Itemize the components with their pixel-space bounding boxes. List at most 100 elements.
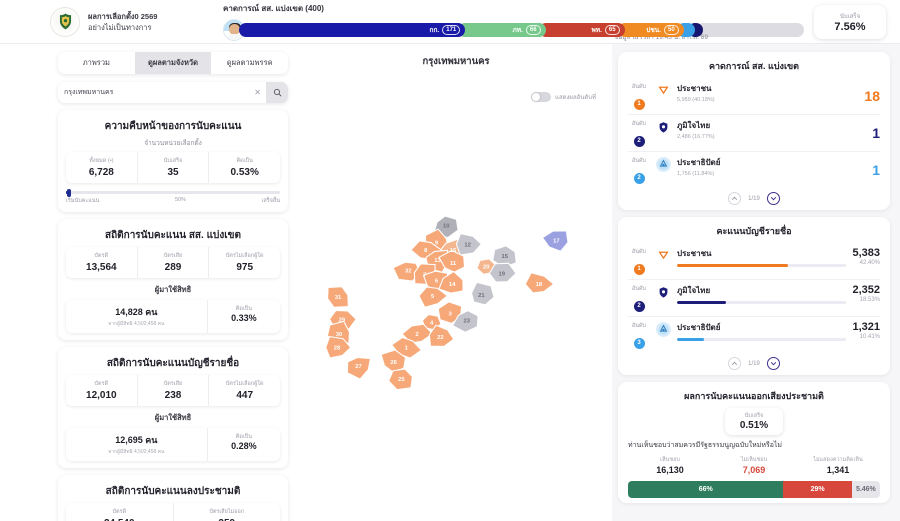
party-row[interactable]: อันดับ 2 ภูมิใจไทย 2,486 (16.77%) 1 — [628, 115, 880, 152]
map-district-19[interactable] — [488, 262, 517, 283]
seat-segment-พท.[interactable]: พท. 65 — [538, 23, 625, 37]
party-score: 5,383 42.40% — [852, 247, 880, 266]
party-info: ประชาชน — [677, 247, 847, 267]
map-district-18[interactable] — [524, 272, 555, 294]
stat-label: บัตรเสีย — [163, 253, 183, 259]
map-district-23[interactable] — [451, 310, 479, 333]
partylist-title: คะแนนบัญชีรายชื่อ — [716, 226, 792, 236]
tab-ภาพรวม[interactable]: ภาพรวม — [82, 58, 110, 67]
seat-segment-กก.[interactable]: กก. 171 — [239, 23, 466, 37]
brand-line-1: ผลการเลือกตั้ง0 2569 — [88, 11, 158, 21]
map-district-28[interactable] — [325, 335, 352, 359]
map-district-5[interactable] — [418, 286, 449, 308]
counting-progress-card: ความคืบหน้าของการนับคะแนน จำนวนหน่วยเลือ… — [58, 110, 288, 212]
statistics-cards: สถิติการนับคะแนน สส. แบ่งเขต บัตรดี 13,564… — [58, 219, 288, 521]
turnout-row: 14,828 คน จากผู้มีสิทธิ 4,502,458 คน คิดเป… — [66, 300, 280, 333]
stat-value: 35 — [167, 167, 179, 178]
stat-cell: ทั้งหมด (•) 6,728 — [66, 152, 138, 183]
turnout-value: 14,828 คน — [115, 307, 158, 317]
party-seats: 1 — [872, 125, 880, 141]
bangkok-district-map[interactable]: 10 9 16 12 17 8 13 11 15 20 19 32 18 7 6 14 31 5 21 29 4 3 23 3… — [300, 100, 612, 515]
map-district-14[interactable] — [438, 270, 464, 294]
right-panel: คาดการณ์ สส. แบ่งเขต อันดับ 1 ประชาชน 5,959… — [612, 44, 900, 521]
tab-ดูผลตามพรรค[interactable]: ดูผลตามพรรค — [226, 58, 273, 67]
bhumjaithai-logo-icon — [656, 120, 671, 135]
party-row[interactable]: อันดับ 1 ประชาชน 5,383 42.40% — [628, 243, 880, 280]
party-row[interactable]: อันดับ 1 ประชาชน 5,959 (40.18%) 18 — [628, 78, 880, 115]
chevron-down-icon[interactable] — [766, 357, 780, 370]
seat-segment-ภท.[interactable]: ภท. 66 — [458, 23, 546, 37]
map-district-25[interactable] — [387, 368, 413, 391]
referendum-cell-value: 1,341 — [826, 465, 850, 475]
stat-value: 359 — [176, 518, 279, 521]
rank-number: 2 — [633, 135, 645, 147]
referendum-cell-label: ไม่แสดงความคิดเห็น — [813, 457, 863, 463]
rank-label: อันดับ — [631, 286, 647, 292]
dashboard-body: ภาพรวม ดูผลตามจังหวัด ดูผลตามพรรค ✕ ความคื… — [0, 44, 900, 521]
people-party-logo-icon — [656, 248, 671, 263]
turnout-pct-value: 0.33% — [231, 313, 257, 323]
bhumjaithai-logo-icon — [656, 285, 671, 300]
seat-distribution-bar[interactable]: กก. 171 ภท. 66 พท. 65 ปชน. 50 — [239, 23, 804, 37]
party-row[interactable]: อันดับ 2 ภูมิใจไทย 2,352 18.53% — [628, 280, 880, 317]
party-score: 2,352 18.53% — [852, 284, 880, 303]
party-row[interactable]: อันดับ 3 ประชาธิปัตย์ 1,321 10.41% — [628, 317, 880, 353]
garuda-seal-icon — [50, 6, 80, 37]
map-toggle-row[interactable]: แสดงผลอันดับที่ — [531, 92, 596, 102]
stat-value: 24,540 — [68, 518, 171, 521]
referendum-card: ผลการนับคะแนนออกเสียงประชามติ นับเสร็จ 0… — [618, 382, 890, 503]
turnout-title: ผู้มาใช้สิทธิ — [154, 285, 192, 294]
referendum-badge-value: 0.51% — [739, 420, 769, 431]
chevron-up-icon[interactable] — [728, 192, 742, 205]
seat-segment-ปชน.[interactable]: ปชน. 50 — [617, 23, 684, 37]
stat-label: บัตรเสียไม่ออก — [209, 509, 245, 515]
party-percent: 10.41% — [859, 334, 880, 340]
partylist-pager[interactable]: 1/19 — [628, 353, 880, 370]
stat-cell: นับเสร็จ 35 — [138, 152, 210, 183]
progress-stat-grid: ทั้งหมด (•) 6,728 นับเสร็จ 35 คิดเป็น 0.53% — [66, 152, 280, 183]
map-district-17[interactable] — [541, 230, 569, 252]
partylist-page-text: 1/19 — [748, 360, 760, 367]
referendum-bar-segment: 66% — [628, 481, 784, 498]
view-tabs[interactable]: ภาพรวม ดูผลตามจังหวัด ดูผลตามพรรค — [58, 52, 288, 74]
party-score: 1,321 10.41% — [852, 321, 880, 340]
brand-line-2: อย่างไม่เป็นทางการ — [88, 22, 152, 32]
party-row[interactable]: อันดับ 2 ประชาธิปัตย์ 1,756 (11.84%) 1 — [628, 152, 880, 188]
search-input[interactable] — [58, 89, 250, 96]
province-search[interactable]: ✕ — [58, 82, 288, 103]
segment-abbr: ภท. — [512, 27, 523, 34]
map-district-3[interactable] — [437, 301, 463, 324]
referendum-cell: ไม่เห็นชอบ 7,069 — [712, 456, 796, 475]
statistics-card: สถิติการนับคะแนน สส. แบ่งเขต บัตรดี 13,564… — [58, 219, 288, 340]
map-district-12[interactable] — [455, 232, 483, 256]
close-icon[interactable]: ✕ — [254, 88, 261, 97]
party-info: ภูมิใจไทย 2,486 (16.77%) — [677, 119, 866, 140]
map-district-27[interactable] — [346, 356, 372, 380]
stat-cell: บัตรเสีย 238 — [138, 375, 210, 406]
toggle-switch-icon[interactable] — [531, 92, 552, 102]
referendum-bar-segment: 29% — [783, 481, 852, 498]
chevron-down-icon[interactable] — [766, 192, 780, 205]
chevron-up-icon[interactable] — [728, 357, 742, 370]
referendum-result-bar: 66% 29% 5.46% — [628, 481, 880, 498]
stat-label: บัตรดี — [112, 509, 127, 515]
rank-label: อันดับ — [631, 84, 647, 90]
party-name: ประชาชน — [677, 84, 712, 93]
search-icon[interactable] — [266, 82, 288, 103]
party-rank: อันดับ 2 — [628, 119, 650, 147]
party-seats: 18 — [864, 88, 880, 104]
map-district-22[interactable] — [428, 324, 455, 347]
stat-cell: บัตรไม่เลือกผู้ใด 975 — [209, 247, 280, 278]
constituency-pager[interactable]: 1/19 — [628, 188, 880, 205]
stat-label: บัตรไม่เลือกผู้ใด — [225, 381, 264, 387]
brand: ผลการเลือกตั้ง0 2569 อย่างไม่เป็นทางการ — [50, 6, 215, 37]
segment-abbr: พท. — [591, 27, 602, 34]
statistics-card: สถิติการนับคะแนนบัญชีรายชื่อ บัตรดี 12,010… — [58, 347, 288, 468]
stat-value: 0.53% — [230, 167, 259, 178]
map-district-21[interactable] — [470, 281, 495, 306]
party-rank: อันดับ 1 — [628, 247, 650, 275]
overall-finished-badge: นับเสร็จ 7.56% — [814, 4, 886, 39]
map-district-31[interactable] — [327, 286, 349, 308]
tab-ดูผลตามจังหวัด[interactable]: ดูผลตามจังหวัด — [134, 52, 212, 74]
